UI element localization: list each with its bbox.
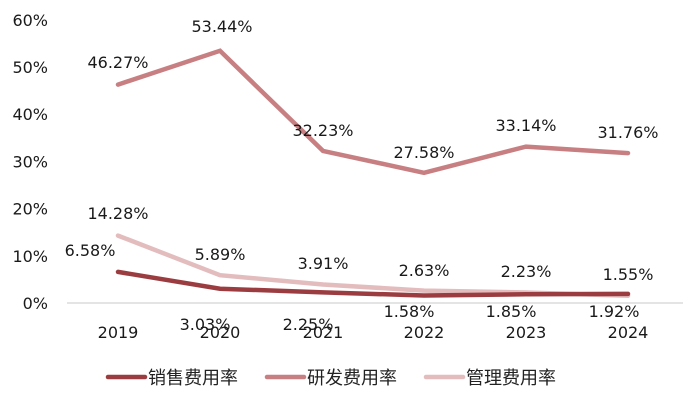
series-lines (115, 48, 631, 298)
data-label: 6.58% (65, 241, 116, 260)
data-label: 3.91% (298, 254, 349, 273)
legend-label: 管理费用率 (466, 368, 556, 389)
legend-item-2: 管理费用率 (423, 368, 556, 389)
data-label: 1.58% (384, 302, 435, 321)
x-axis: 2019 2020 2021 2022 2023 2024 (98, 323, 649, 342)
legend-label: 研发费用率 (307, 368, 397, 389)
y-axis: 0% 10% 20% 30% 40% 50% 60% (12, 11, 48, 313)
x-tick-label: 2022 (404, 323, 445, 342)
data-label: 33.14% (495, 116, 556, 135)
legend: 销售费用率 研发费用率 管理费用率 (105, 368, 556, 389)
series-line-0 (115, 269, 631, 298)
y-tick-label: 10% (12, 247, 48, 266)
x-tick-label: 2020 (200, 323, 241, 342)
legend-item-1: 研发费用率 (264, 368, 397, 389)
data-label: 53.44% (191, 17, 252, 36)
legend-item-0: 销售费用率 (105, 368, 238, 389)
x-tick-label: 2023 (506, 323, 547, 342)
data-label: 46.27% (87, 53, 148, 72)
data-label: 27.58% (393, 143, 454, 162)
y-tick-label: 0% (23, 294, 48, 313)
y-tick-label: 30% (12, 152, 48, 171)
data-label: 2.23% (501, 262, 552, 281)
data-label: 1.85% (486, 302, 537, 321)
x-tick-label: 2024 (608, 323, 649, 342)
x-tick-label: 2021 (303, 323, 344, 342)
legend-label: 销售费用率 (148, 368, 238, 389)
data-label: 32.23% (292, 121, 353, 140)
data-label: 5.89% (195, 245, 246, 264)
series-line-1 (115, 48, 631, 176)
data-label: 31.76% (597, 123, 658, 142)
y-tick-label: 50% (12, 58, 48, 77)
data-label: 2.63% (399, 261, 450, 280)
data-label: 14.28% (87, 204, 148, 223)
y-tick-label: 60% (12, 11, 48, 30)
data-label: 2.25% (283, 315, 334, 334)
x-tick-label: 2019 (98, 323, 139, 342)
y-tick-label: 20% (12, 200, 48, 219)
data-label: 1.55% (603, 265, 654, 284)
data-label: 3.03% (180, 315, 231, 334)
data-label: 1.92% (589, 302, 640, 321)
y-tick-label: 40% (12, 105, 48, 124)
data-labels: 6.58% 3.03% 2.25% 1.58% 1.85% 1.92% 46.27% 53.4… (65, 17, 659, 334)
